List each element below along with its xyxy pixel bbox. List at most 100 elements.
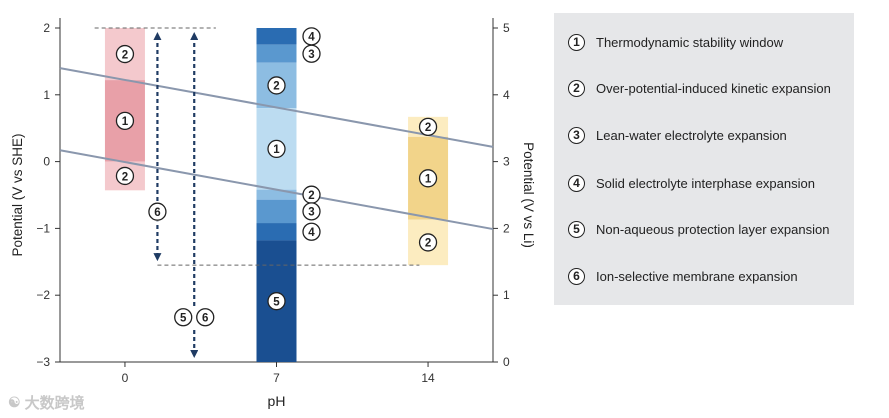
number-text: 4: [308, 227, 315, 239]
segment-number-label: 4: [302, 222, 321, 241]
number-circle: [267, 292, 286, 311]
arrow-number-label: 6: [148, 202, 167, 221]
left-tick-label: −2: [36, 288, 50, 302]
window-columns: [104, 28, 449, 362]
number-text: 4: [308, 32, 315, 44]
left-tick-label: 1: [43, 88, 50, 102]
segment-number-label: 2: [115, 44, 135, 64]
number-circle: [196, 308, 215, 327]
number-text: 2: [122, 49, 128, 61]
left-tick-label: 0: [43, 155, 50, 169]
legend-label: Lean-water electrolyte expansion: [596, 127, 787, 143]
segment-number-label: 1: [418, 169, 438, 188]
segment-number-label: 2: [267, 76, 286, 95]
legend-label: Non-aqueous protection layer expansion: [596, 221, 830, 237]
number-text: 1: [122, 116, 129, 128]
legend-number: 5: [568, 220, 585, 238]
number-text: 2: [122, 171, 128, 183]
stability-lines: [59, 67, 494, 231]
number-circle: [267, 76, 286, 95]
legend-number: 1: [568, 33, 585, 51]
number-text: 5: [273, 297, 280, 309]
legend-item: 1 Thermodynamic stability window: [568, 31, 783, 53]
legend-item: 6 Ion-selective membrane expansion: [568, 265, 798, 287]
x-tick-label: 0: [122, 371, 129, 385]
number-text: 2: [425, 122, 431, 134]
number-circle: [115, 166, 135, 186]
right-tick-label: 3: [503, 155, 510, 169]
legend-number: 4: [568, 174, 585, 192]
number-circle: [302, 222, 321, 241]
number-text: 6: [202, 313, 208, 325]
right-tick-label: 4: [503, 88, 510, 102]
legend-number: 3: [568, 126, 585, 144]
left-tick-label: 2: [43, 21, 50, 35]
x-axis-title: pH: [268, 393, 286, 409]
legend-item: 3 Lean-water electrolyte expansion: [568, 124, 787, 146]
number-circle: [302, 202, 321, 221]
number-circle: [418, 169, 438, 188]
legend-panel: 1 Thermodynamic stability window 2 Over-…: [554, 13, 854, 305]
legend-item: 5 Non-aqueous protection layer expansion: [568, 218, 829, 240]
number-text: 2: [425, 238, 431, 250]
arrow-number-label: 6: [196, 308, 215, 327]
stability-line: [59, 67, 494, 148]
number-text: 1: [425, 174, 432, 186]
legend-label: Solid electrolyte interphase expansion: [596, 175, 815, 191]
segment-number-label: 2: [418, 117, 438, 137]
number-text: 3: [308, 207, 314, 219]
legend-item: 2 Over-potential-induced kinetic expansi…: [568, 77, 831, 99]
number-text: 6: [154, 207, 160, 219]
legend-label: Thermodynamic stability window: [596, 34, 784, 50]
arrow-number-label: 5: [174, 308, 193, 327]
x-tick-label: 7: [273, 371, 280, 385]
legend-number: 6: [568, 267, 585, 285]
number-text: 2: [273, 81, 279, 93]
segment-number-label: 4: [302, 27, 321, 46]
segment-number-label: 2: [302, 185, 321, 204]
segment-number-label: 5: [267, 292, 286, 311]
watermark: ☯ 大数跨境: [8, 392, 85, 413]
y-right-axis-title: Potential (V vs Li): [521, 142, 536, 248]
window-segment: [256, 199, 297, 224]
right-tick-label: 5: [503, 21, 510, 35]
number-circle: [115, 111, 135, 131]
number-text: 1: [273, 144, 280, 156]
window-segment: [256, 28, 297, 45]
left-tick-label: −3: [36, 355, 50, 369]
y-left-axis-title: Potential (V vs SHE): [10, 133, 25, 256]
number-circle: [148, 202, 167, 221]
watermark-text: 大数跨境: [24, 395, 85, 412]
legend-number: 2: [568, 79, 585, 97]
number-circle: [115, 44, 135, 64]
number-circle: [418, 233, 438, 252]
window-segment: [256, 189, 297, 200]
number-text: 3: [308, 49, 314, 61]
column-ph-14: [408, 116, 449, 266]
number-circle: [267, 139, 286, 159]
number-circle: [418, 117, 438, 137]
segment-number-label: 2: [115, 166, 135, 186]
segment-number-label: 1: [267, 139, 286, 159]
column-ph-7: [256, 28, 297, 362]
left-tick-label: −1: [36, 221, 50, 235]
window-segment: [256, 223, 297, 241]
number-circle: [302, 44, 321, 63]
right-tick-label: 2: [503, 221, 510, 235]
number-text: 5: [180, 313, 187, 325]
legend-label: Over-potential-induced kinetic expansion: [596, 80, 831, 96]
window-segment: [256, 44, 297, 63]
stability-line: [59, 149, 494, 231]
number-circle: [174, 308, 193, 327]
watermark-logo-icon: ☯: [8, 394, 21, 410]
segment-number-label: 3: [302, 202, 321, 221]
legend-label: Ion-selective membrane expansion: [596, 268, 798, 284]
right-tick-label: 1: [503, 288, 510, 302]
legend-item: 4 Solid electrolyte interphase expansion: [568, 172, 815, 194]
segment-number-label: 3: [302, 44, 321, 63]
segment-number-label: 2: [418, 233, 438, 252]
number-text: 2: [308, 190, 314, 202]
segment-number-label: 1: [115, 111, 135, 131]
